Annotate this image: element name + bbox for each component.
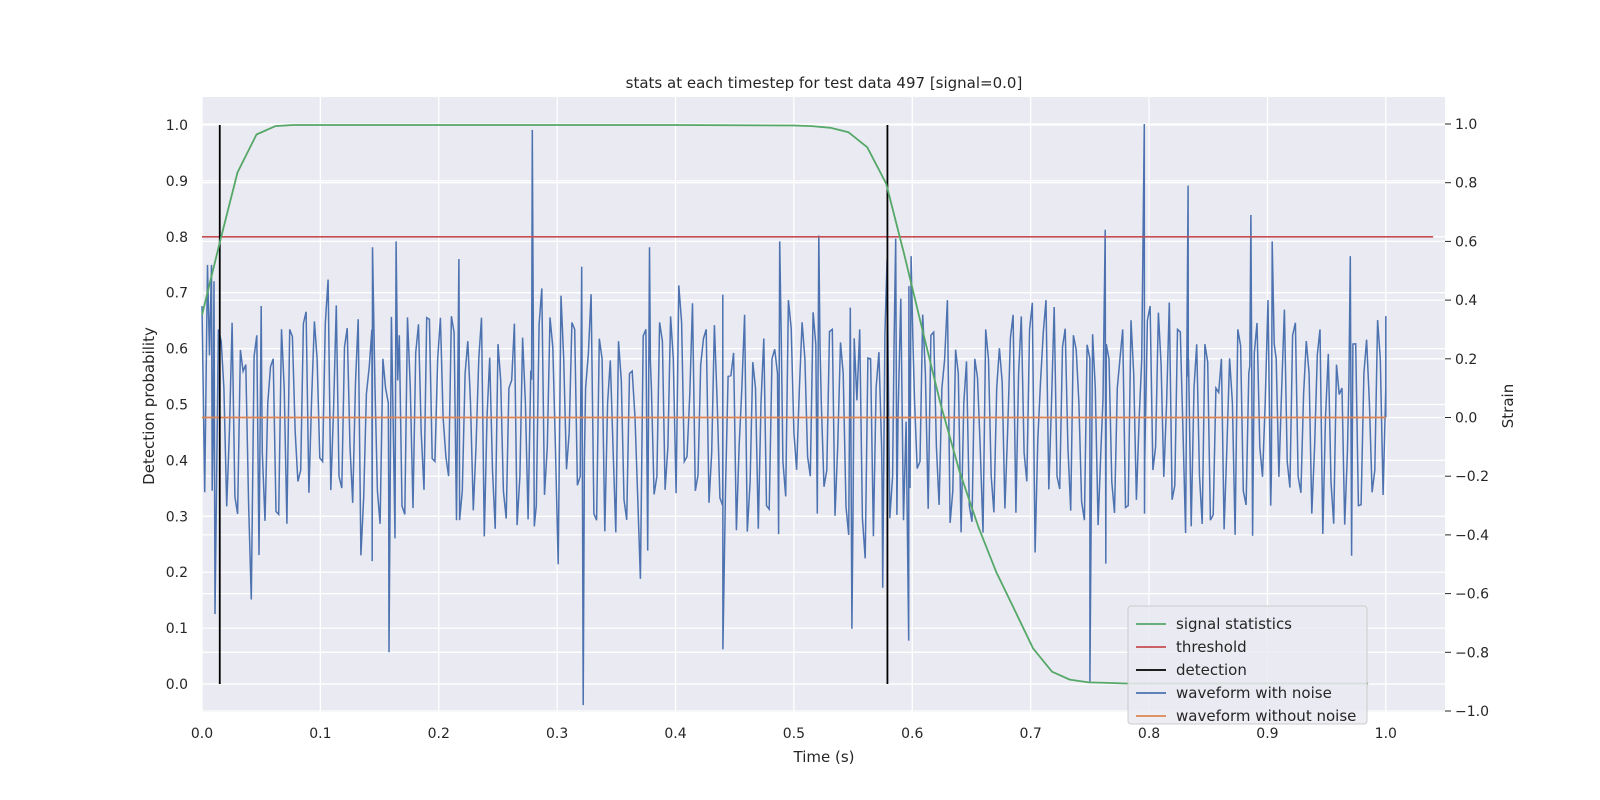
x-axis-label: Time (s): [793, 748, 855, 766]
series-line-waveform-with-noise: [201, 123, 1387, 706]
y-tick-label-right: 0.2: [1455, 352, 1477, 368]
x-tick-label: 0.3: [546, 726, 568, 742]
legend: signal statistics threshold detection wavef…: [1127, 605, 1368, 725]
x-axis: 0.0 0.1 0.2 0.3 0.4 0.5 0.6 0.7 0.8 0.9 1.0: [191, 726, 1397, 742]
y-tick-label-left: 0.6: [166, 342, 188, 358]
y-tick-label-right: −0.4: [1455, 528, 1489, 544]
x-tick-label: 0.2: [428, 726, 450, 742]
y-tick-label-left: 0.5: [166, 398, 188, 414]
x-tick-label: 0.5: [783, 726, 805, 742]
y-tick-label-left: 0.1: [166, 621, 188, 637]
legend-label: detection: [1176, 661, 1247, 679]
y-tick-label-left: 0.9: [166, 174, 188, 190]
y-tick-label-left: 0.4: [166, 453, 188, 469]
y-axis-left-label: Detection probability: [140, 327, 158, 485]
x-tick-label: 0.1: [309, 726, 331, 742]
x-tick-label: 0.7: [1020, 726, 1042, 742]
y-tick-label-right: 0.8: [1455, 176, 1477, 192]
y-tick-label-right: 0.4: [1455, 293, 1477, 309]
y-tick-label-left: 0.8: [166, 230, 188, 246]
legend-label: waveform with noise: [1176, 684, 1332, 702]
legend-label: threshold: [1176, 638, 1247, 656]
series-line-signal-statistics: [201, 124, 1369, 685]
y-tick-label-right: −0.2: [1455, 469, 1489, 485]
x-tick-label: 1.0: [1375, 726, 1397, 742]
plot-lines: [201, 123, 1434, 706]
y-tick-label-left: 0.0: [166, 677, 188, 693]
y-tick-label-right: 0.0: [1455, 411, 1477, 427]
legend-box: [1127, 605, 1368, 725]
legend-label: signal statistics: [1176, 615, 1292, 633]
x-tick-label: 0.8: [1138, 726, 1160, 742]
y-axis-right-label: Strain: [1499, 384, 1517, 428]
y-tick-label-left: 1.0: [166, 118, 188, 134]
x-tick-label: 0.6: [901, 726, 923, 742]
x-tick-label: 0.4: [664, 726, 686, 742]
y-tick-label-right: −0.6: [1455, 587, 1489, 603]
y-tick-label-right: −0.8: [1455, 645, 1489, 661]
y-tick-label-right: 1.0: [1455, 117, 1477, 133]
x-tick-label: 0.0: [191, 726, 213, 742]
y-axis-right: 1.0 0.8 0.6 0.4 0.2 0.0 −0.2 −0.4 −0.6 −0.8 −1.0: [1445, 117, 1489, 720]
chart-title: stats at each timestep for test data 497…: [626, 74, 1023, 92]
y-tick-label-right: −1.0: [1455, 704, 1489, 720]
y-tick-label-left: 0.2: [166, 565, 188, 581]
x-tick-label: 0.9: [1256, 726, 1278, 742]
y-axis-left: 0.0 0.1 0.2 0.3 0.4 0.5 0.6 0.7 0.8 0.9 1.0: [166, 118, 188, 693]
legend-label: waveform without noise: [1176, 707, 1356, 725]
y-tick-label-left: 0.3: [166, 509, 188, 525]
y-tick-label-left: 0.7: [166, 286, 188, 302]
y-tick-label-right: 0.6: [1455, 234, 1477, 250]
